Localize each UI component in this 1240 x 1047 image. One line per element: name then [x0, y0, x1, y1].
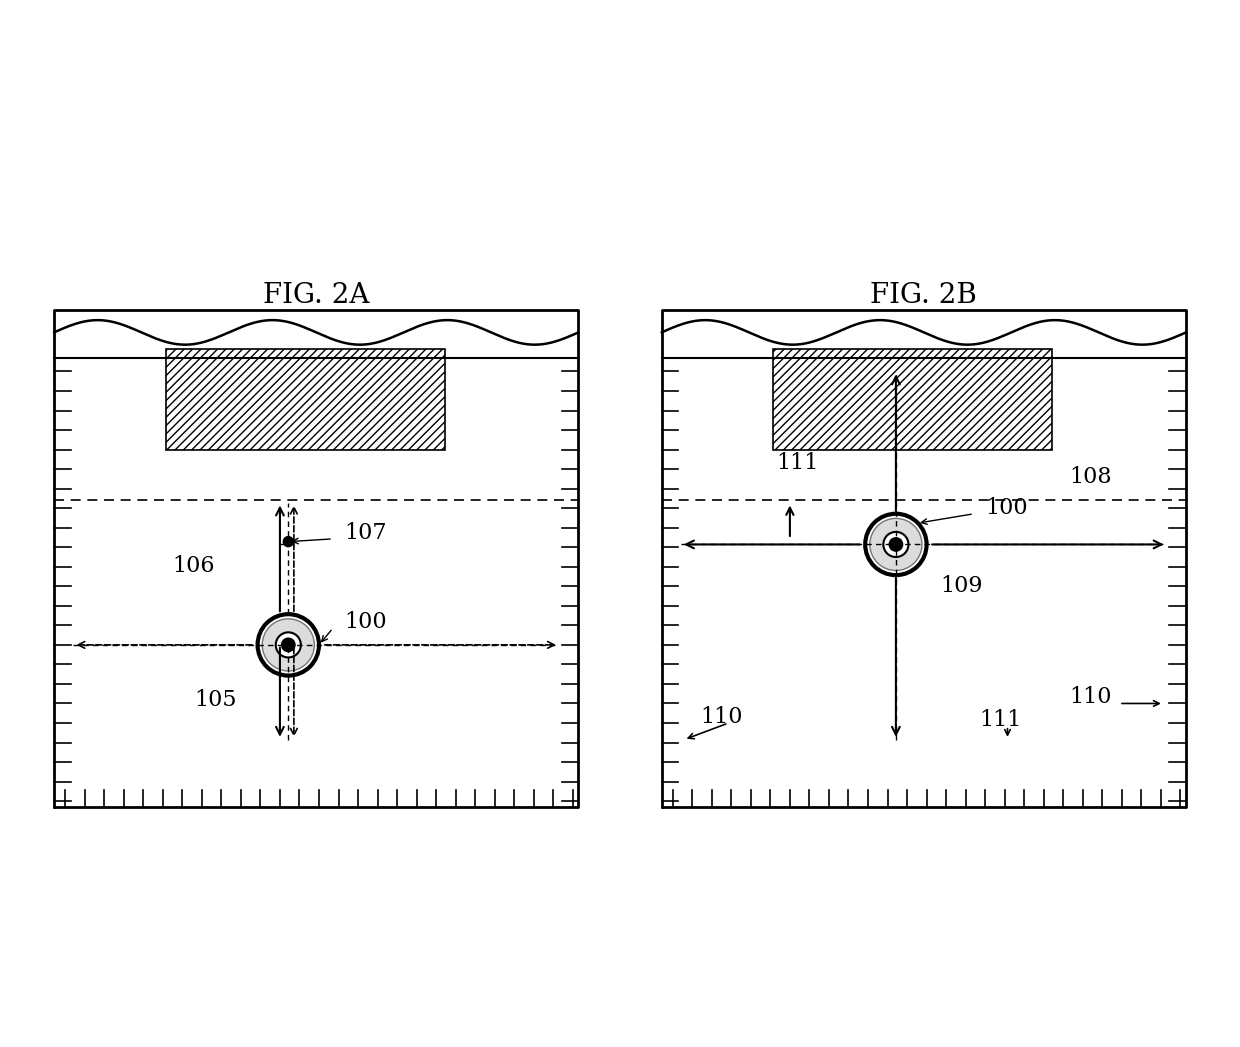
Text: FIG. 2A: FIG. 2A: [263, 283, 370, 309]
Text: 100: 100: [986, 496, 1028, 518]
Circle shape: [869, 518, 923, 571]
Text: 111: 111: [980, 709, 1022, 731]
Text: 105: 105: [195, 689, 237, 711]
Text: 100: 100: [343, 611, 387, 633]
Circle shape: [283, 537, 294, 547]
Circle shape: [889, 538, 903, 551]
Circle shape: [281, 639, 295, 651]
Text: 110: 110: [701, 706, 743, 728]
Circle shape: [262, 619, 315, 671]
Text: 106: 106: [172, 555, 215, 577]
Text: FIG. 2B: FIG. 2B: [870, 283, 977, 309]
Circle shape: [275, 632, 301, 658]
Text: 110: 110: [1069, 687, 1111, 709]
Text: 107: 107: [343, 521, 387, 543]
Text: 111: 111: [776, 452, 818, 474]
Text: 109: 109: [940, 575, 983, 597]
Bar: [774, 349, 1052, 449]
Bar: [165, 349, 444, 449]
Circle shape: [883, 532, 909, 557]
Text: 108: 108: [1069, 466, 1111, 488]
